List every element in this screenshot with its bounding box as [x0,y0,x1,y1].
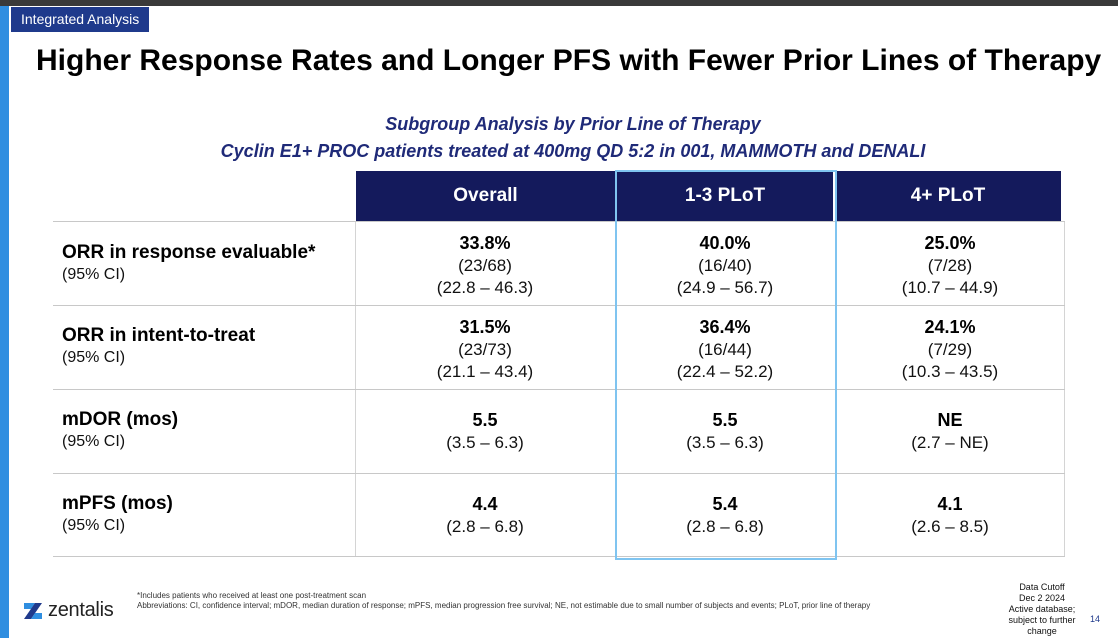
cell-ci: (2.6 – 8.5) [911,517,989,536]
slide-title: Higher Response Rates and Longer PFS wit… [36,44,1102,77]
cutoff-line: change [1027,626,1057,636]
column-header-overall: Overall [356,171,615,221]
footnote-scan: *Includes patients who received at least… [137,591,367,600]
cell-ci: (2.7 – NE) [911,433,989,452]
row-divider [53,305,1065,306]
row-label-mpfs: mPFS (mos) (95% CI) [62,493,173,535]
row-divider [53,473,1065,474]
cell-n: (16/40) [698,256,752,275]
table-cell: 4.4 (2.8 – 6.8) [375,493,595,538]
cell-value: 31.5% [459,317,511,337]
cutoff-line: Active database; [1008,604,1076,614]
subtitle-line-2: Cyclin E1+ PROC patients treated at 400m… [220,141,926,161]
table-cell: 5.5 (3.5 – 6.3) [615,409,835,454]
column-header-4plus-plot: 4+ PLoT [835,171,1061,221]
table-cell: 33.8% (23/68) (22.8 – 46.3) [375,232,595,299]
left-accent-bar [0,6,9,638]
cell-ci: (10.3 – 43.5) [901,362,999,381]
cutoff-line: Dec 2 2024 [1018,593,1066,603]
row-ci-label: (95% CI) [62,517,126,534]
cell-value: 33.8% [459,233,511,253]
cell-value: 25.0% [924,233,976,253]
cell-ci: (2.8 – 6.8) [686,517,764,536]
cutoff-line: subject to further [1008,615,1076,625]
row-label-orr-itt: ORR in intent-to-treat (95% CI) [62,325,255,367]
cell-ci: (2.8 – 6.8) [446,517,524,536]
cell-ci: (22.4 – 52.2) [676,362,774,381]
cell-ci: (22.8 – 46.3) [436,278,534,297]
cell-value: 40.0% [699,233,751,253]
subtitle-line-1: Subgroup Analysis by Prior Line of Thera… [385,114,761,134]
cell-ci: (21.1 – 43.4) [436,362,534,381]
row-label-text: mPFS (mos) [62,493,173,514]
cell-value: 5.5 [712,410,738,430]
row-divider [53,556,1065,557]
cell-n: (23/68) [458,256,512,275]
table-cell: 5.4 (2.8 – 6.8) [615,493,835,538]
column-header-1-3-plot: 1-3 PLoT [617,171,833,221]
cell-ci: (3.5 – 6.3) [686,433,764,452]
table-cell: 36.4% (16/44) (22.4 – 52.2) [615,316,835,383]
table-cell: NE (2.7 – NE) [840,409,1060,454]
footnote-abbreviations: Abbreviations: CI, confidence interval; … [137,601,871,610]
top-bar [0,0,1118,6]
table-cell: 25.0% (7/28) (10.7 – 44.9) [840,232,1060,299]
table-cell: 24.1% (7/29) (10.3 – 43.5) [840,316,1060,383]
row-ci-label: (95% CI) [62,433,126,450]
cell-n: (16/44) [698,340,752,359]
cell-value: 4.4 [472,494,498,514]
cell-ci: (3.5 – 6.3) [446,433,524,452]
row-label-orr-evaluable: ORR in response evaluable* (95% CI) [62,242,315,284]
page-number: 14 [1090,614,1101,624]
cell-value: 5.5 [472,410,498,430]
company-logo: zentalis [22,599,114,622]
cell-ci: (24.9 – 56.7) [676,278,774,297]
table-cell: 4.1 (2.6 – 8.5) [840,493,1060,538]
table-cell: 5.5 (3.5 – 6.3) [375,409,595,454]
data-cutoff-note: Data Cutoff Dec 2 2024 Active database; … [998,582,1086,637]
row-label-text: mDOR (mos) [62,409,179,430]
row-label-mdor: mDOR (mos) (95% CI) [62,409,178,451]
cell-value: 4.1 [937,494,963,514]
cell-n: (23/73) [458,340,512,359]
row-divider [53,221,1065,222]
table-cell: 40.0% (16/40) (24.9 – 56.7) [615,232,835,299]
cell-value: 5.4 [712,494,738,514]
row-divider [53,389,1065,390]
row-label-text: ORR in intent-to-treat [62,325,256,346]
section-tag: Integrated Analysis [11,7,150,32]
cell-value: NE [937,410,963,430]
highlight-column-frame [615,170,837,560]
row-ci-label: (95% CI) [62,349,126,366]
logo-wordmark: zentalis [48,599,114,621]
cell-n: (7/28) [927,256,973,275]
zentalis-logo-icon [24,602,42,619]
cell-ci: (10.7 – 44.9) [901,278,999,297]
row-ci-label: (95% CI) [62,266,126,283]
table-cell: 31.5% (23/73) (21.1 – 43.4) [375,316,595,383]
row-label-text: ORR in response evaluable* [62,242,316,263]
cell-value: 36.4% [699,317,751,337]
cutoff-line: Data Cutoff [1019,582,1065,592]
cell-n: (7/29) [927,340,973,359]
cell-value: 24.1% [924,317,976,337]
